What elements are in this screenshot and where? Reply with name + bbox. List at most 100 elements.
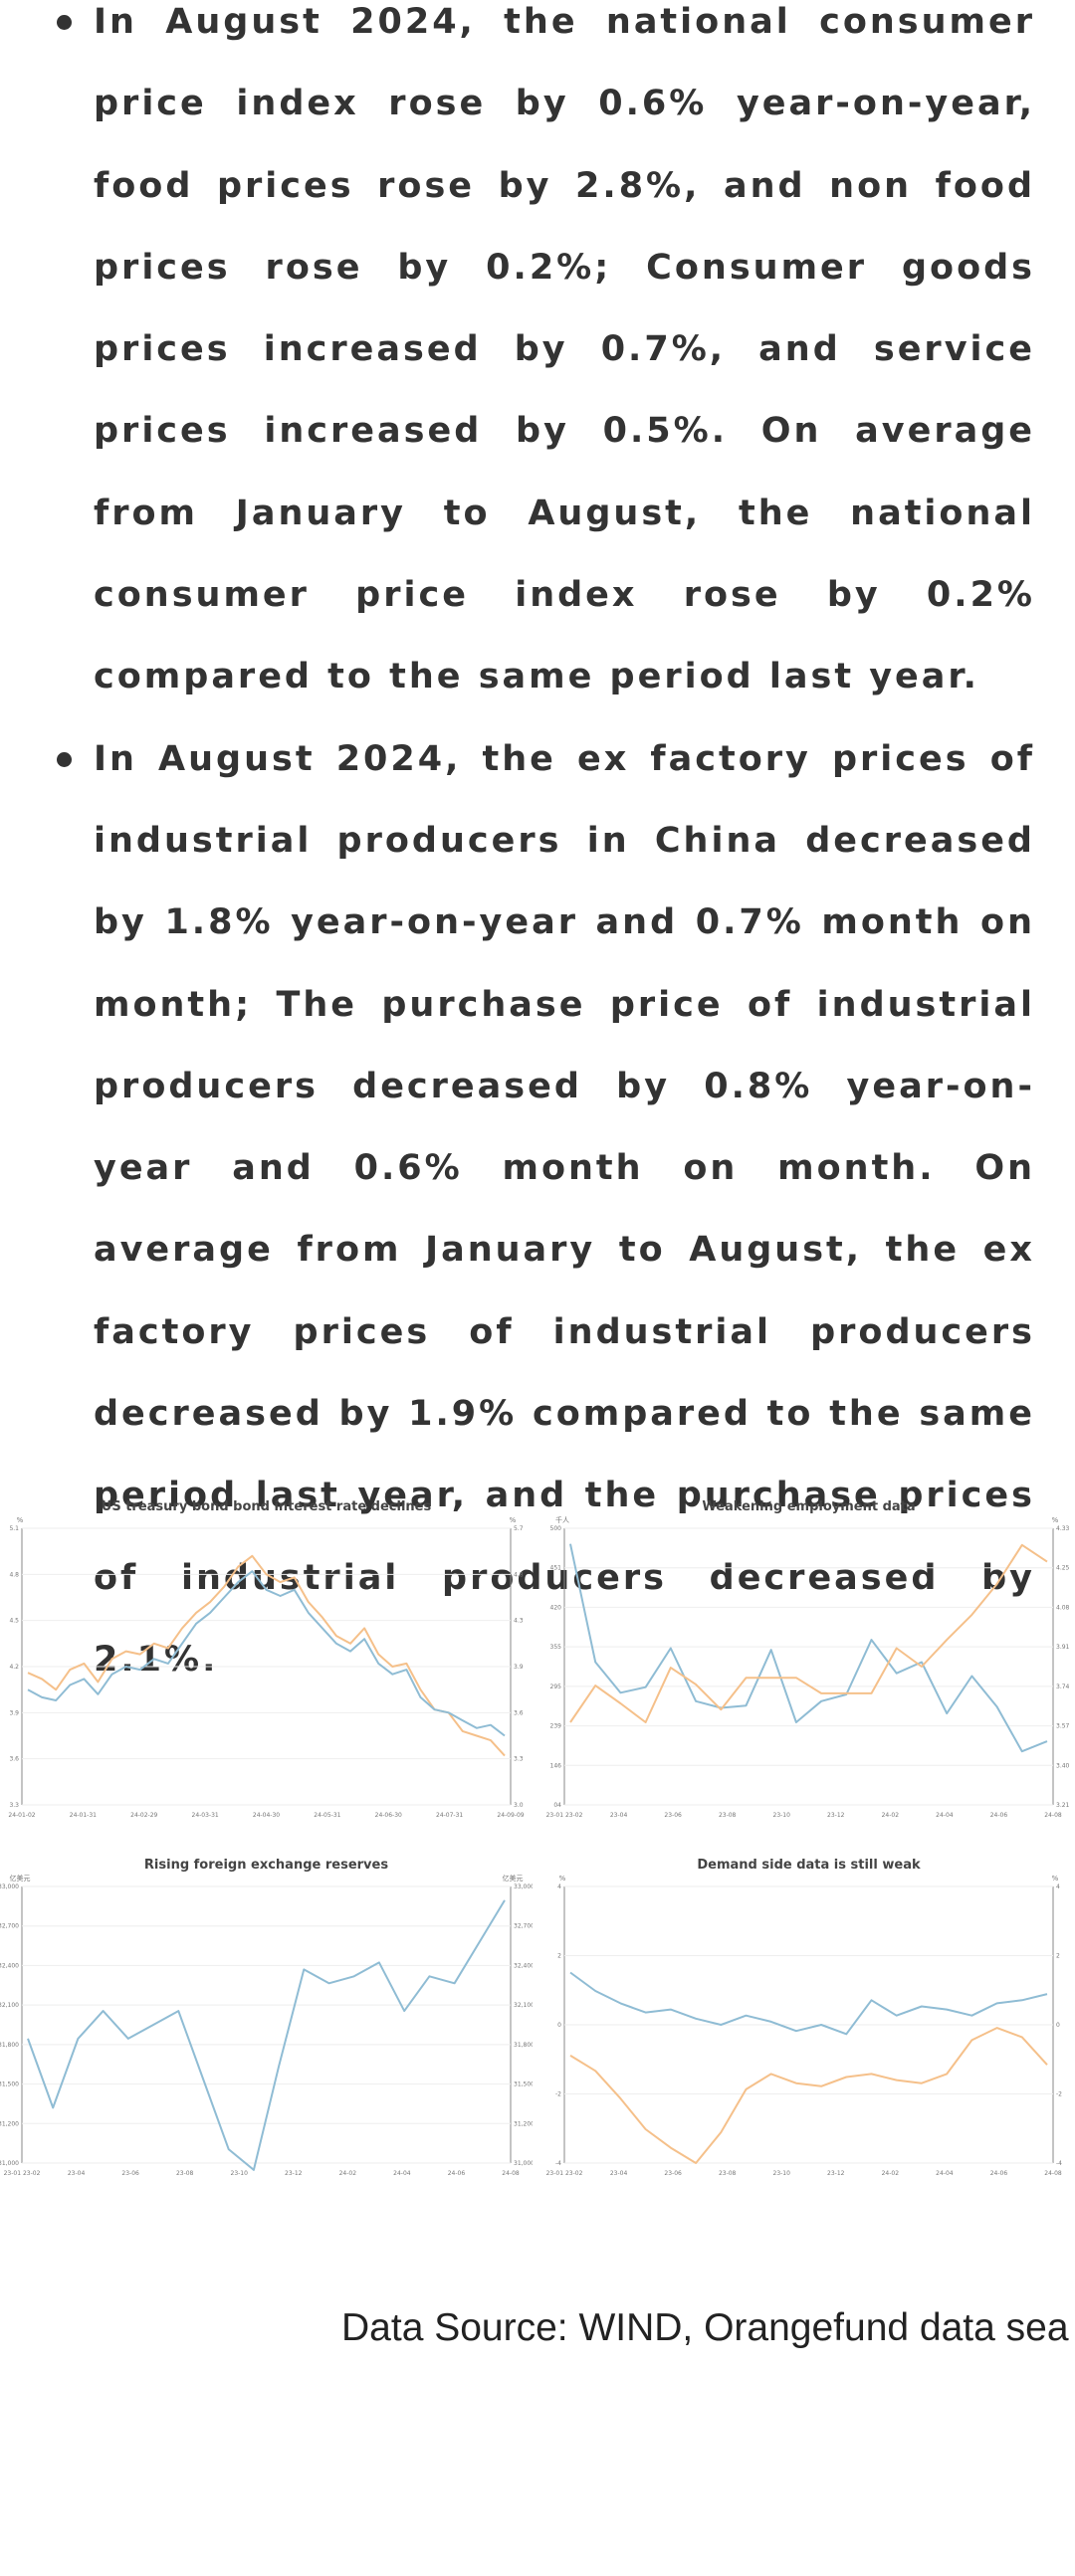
y-tick-label: 31,200	[0, 2120, 19, 2127]
y-tick-label: 239	[550, 1723, 562, 1730]
y-tick-label: 4	[557, 1883, 561, 1890]
x-tick-label: 23-01 23-02	[546, 2170, 583, 2177]
chart-svg: Demand side data is still weak% %420-2-44…	[546, 1858, 1063, 2177]
right-unit-label: 亿美元	[503, 1874, 524, 1882]
x-tick-label: 24-02	[339, 2170, 357, 2177]
y2-tick-label: 0	[1056, 2022, 1060, 2029]
y-tick-label: 500	[550, 1525, 562, 1532]
y2-tick-label: -2	[1056, 2091, 1062, 2098]
y-tick-label: 420	[550, 1604, 562, 1611]
right-unit-label: %	[1052, 1875, 1059, 1882]
x-tick-label: 23-06	[664, 1812, 682, 1819]
y-tick-label: 31,500	[0, 2081, 19, 2088]
y2-tick-label: 3.21	[1056, 1802, 1070, 1809]
y-tick-label: 3.6	[9, 1756, 19, 1763]
chart-svg: Weakening employment data 千人 % 500 451 420 355…	[546, 1499, 1070, 1819]
x-tick-label: 24-02-29	[130, 1812, 157, 1819]
x-tick-label: 24-07-31	[436, 1812, 463, 1819]
chart-demand-side: Demand side data is still weak%% 4 2 0 -2 -4 4…	[542, 1851, 1075, 2199]
x-tick-label: 23-04	[610, 2170, 628, 2177]
x-tick-label: 24-02	[882, 1812, 900, 1819]
y-tick-label: 3.3	[9, 1802, 19, 1809]
series-line-2	[27, 1570, 506, 1737]
x-tick-label: 23-08	[719, 1812, 737, 1819]
y-tick-label: 451	[550, 1565, 562, 1572]
left-unit-label: 亿美元	[10, 1874, 31, 1882]
y-tick-label: 04	[553, 1802, 561, 1809]
y2-tick-label: 4.8	[514, 1571, 524, 1578]
y2-tick-label: 2	[1056, 1953, 1060, 1960]
x-tick-label: 24-06-30	[375, 1812, 402, 1819]
y2-tick-label: 32,700	[514, 1923, 533, 1930]
chart-title: Demand side data is still weak	[697, 1858, 921, 1873]
y-tick-label: 295	[550, 1684, 562, 1690]
chart-fx-reserves: Rising foreign exchange reserves 亿美元 亿美元 33…	[0, 1851, 533, 2199]
y-tick-label: 4.5	[9, 1618, 19, 1625]
x-tick-label: 23-10	[231, 2170, 249, 2177]
chart-title: Rising foreign exchange reserves	[144, 1858, 388, 1873]
y-tick-label: 5.1	[9, 1525, 19, 1532]
y-tick-label: 32,400	[0, 1962, 19, 1969]
x-tick-label: 24-06	[990, 1812, 1008, 1819]
chart-title: US treasury bond bond interest rate decl…	[102, 1499, 432, 1514]
x-tick-label: 24-08	[1044, 2170, 1062, 2177]
x-tick-label: 23-06	[121, 2170, 139, 2177]
x-tick-label: 23-10	[773, 1812, 791, 1819]
x-tick-label: 23-01 23-02	[4, 2170, 41, 2177]
y2-tick-label: 5.7	[514, 1525, 524, 1532]
y2-tick-label: 4.25	[1056, 1565, 1070, 1572]
left-unit-label: 千人	[555, 1515, 569, 1524]
x-tick-label: 23-08	[719, 2170, 737, 2177]
chart-us-treasury: US treasury bond bond interest rate decl…	[0, 1492, 533, 1841]
x-tick-label: 24-05-31	[314, 1812, 340, 1819]
bullet-ppi: In August 2024, the ex factory prices of…	[0, 718, 1075, 1701]
x-tick-label: 23-12	[285, 2170, 303, 2177]
y-tick-label: 3.9	[9, 1709, 19, 1716]
x-tick-label: 24-06	[448, 2170, 466, 2177]
y2-tick-label: -4	[1056, 2160, 1062, 2167]
y2-tick-label: 3.6	[514, 1709, 524, 1716]
y2-tick-label: 31,800	[514, 2042, 533, 2049]
x-tick-label: 24-09-09	[497, 1812, 524, 1819]
y2-tick-label: 31,000	[514, 2160, 533, 2167]
left-unit-label: %	[559, 1875, 566, 1882]
y-tick-label: -2	[555, 2091, 561, 2098]
data-source-caption: Data Source: WIND, Orangefund data sea	[341, 2306, 1069, 2349]
x-tick-label: 23-04	[68, 2170, 86, 2177]
y2-tick-label: 31,500	[514, 2081, 533, 2088]
x-tick-label: 24-04	[393, 2170, 411, 2177]
x-tick-label: 24-04-30	[253, 1812, 280, 1819]
x-tick-label: 24-08	[502, 2170, 520, 2177]
bullet-list: In August 2024, the national consumer pr…	[0, 2, 1075, 1701]
series-line-1	[569, 1543, 1048, 1753]
y2-tick-label: 4.3	[514, 1618, 524, 1625]
bullet-text-ppi: In August 2024, the ex factory prices of…	[94, 738, 1035, 1680]
x-tick-label: 24-01-31	[70, 1812, 97, 1819]
y2-tick-label: 3.91	[1056, 1644, 1070, 1651]
y-tick-label: 32,100	[0, 2002, 19, 2009]
x-tick-label: 24-03-31	[192, 1812, 219, 1819]
y2-tick-label: 3.3	[514, 1756, 524, 1763]
x-tick-label: 23-06	[664, 2170, 682, 2177]
y2-tick-label: 33,000	[514, 1883, 533, 1890]
y2-tick-label: 3.40	[1056, 1762, 1070, 1769]
y2-tick-label: 4.33	[1056, 1525, 1070, 1532]
y-tick-label: 33,000	[0, 1883, 19, 1890]
y-tick-label: 32,700	[0, 1923, 19, 1930]
chart-employment: Weakening employment data 千人% 500 451 420 355…	[542, 1492, 1075, 1841]
y2-tick-label: 3.57	[1056, 1723, 1070, 1730]
y-tick-label: 4.2	[9, 1664, 19, 1671]
bullet-dot	[57, 751, 72, 767]
chart-title: Weakening employment data	[702, 1499, 915, 1514]
left-unit-label: %	[17, 1516, 24, 1524]
bullet-dot	[57, 15, 72, 30]
x-tick-label: 24-01-02	[8, 1812, 35, 1819]
y-tick-label: 31,000	[0, 2160, 19, 2167]
x-tick-label: 23-04	[610, 1812, 628, 1819]
y2-tick-label: 3.0	[514, 1802, 524, 1809]
y2-tick-label: 4.08	[1056, 1604, 1070, 1611]
series-line-1	[27, 1899, 506, 2171]
y-tick-label: 4.8	[9, 1571, 19, 1578]
x-tick-label: 23-12	[827, 2170, 845, 2177]
